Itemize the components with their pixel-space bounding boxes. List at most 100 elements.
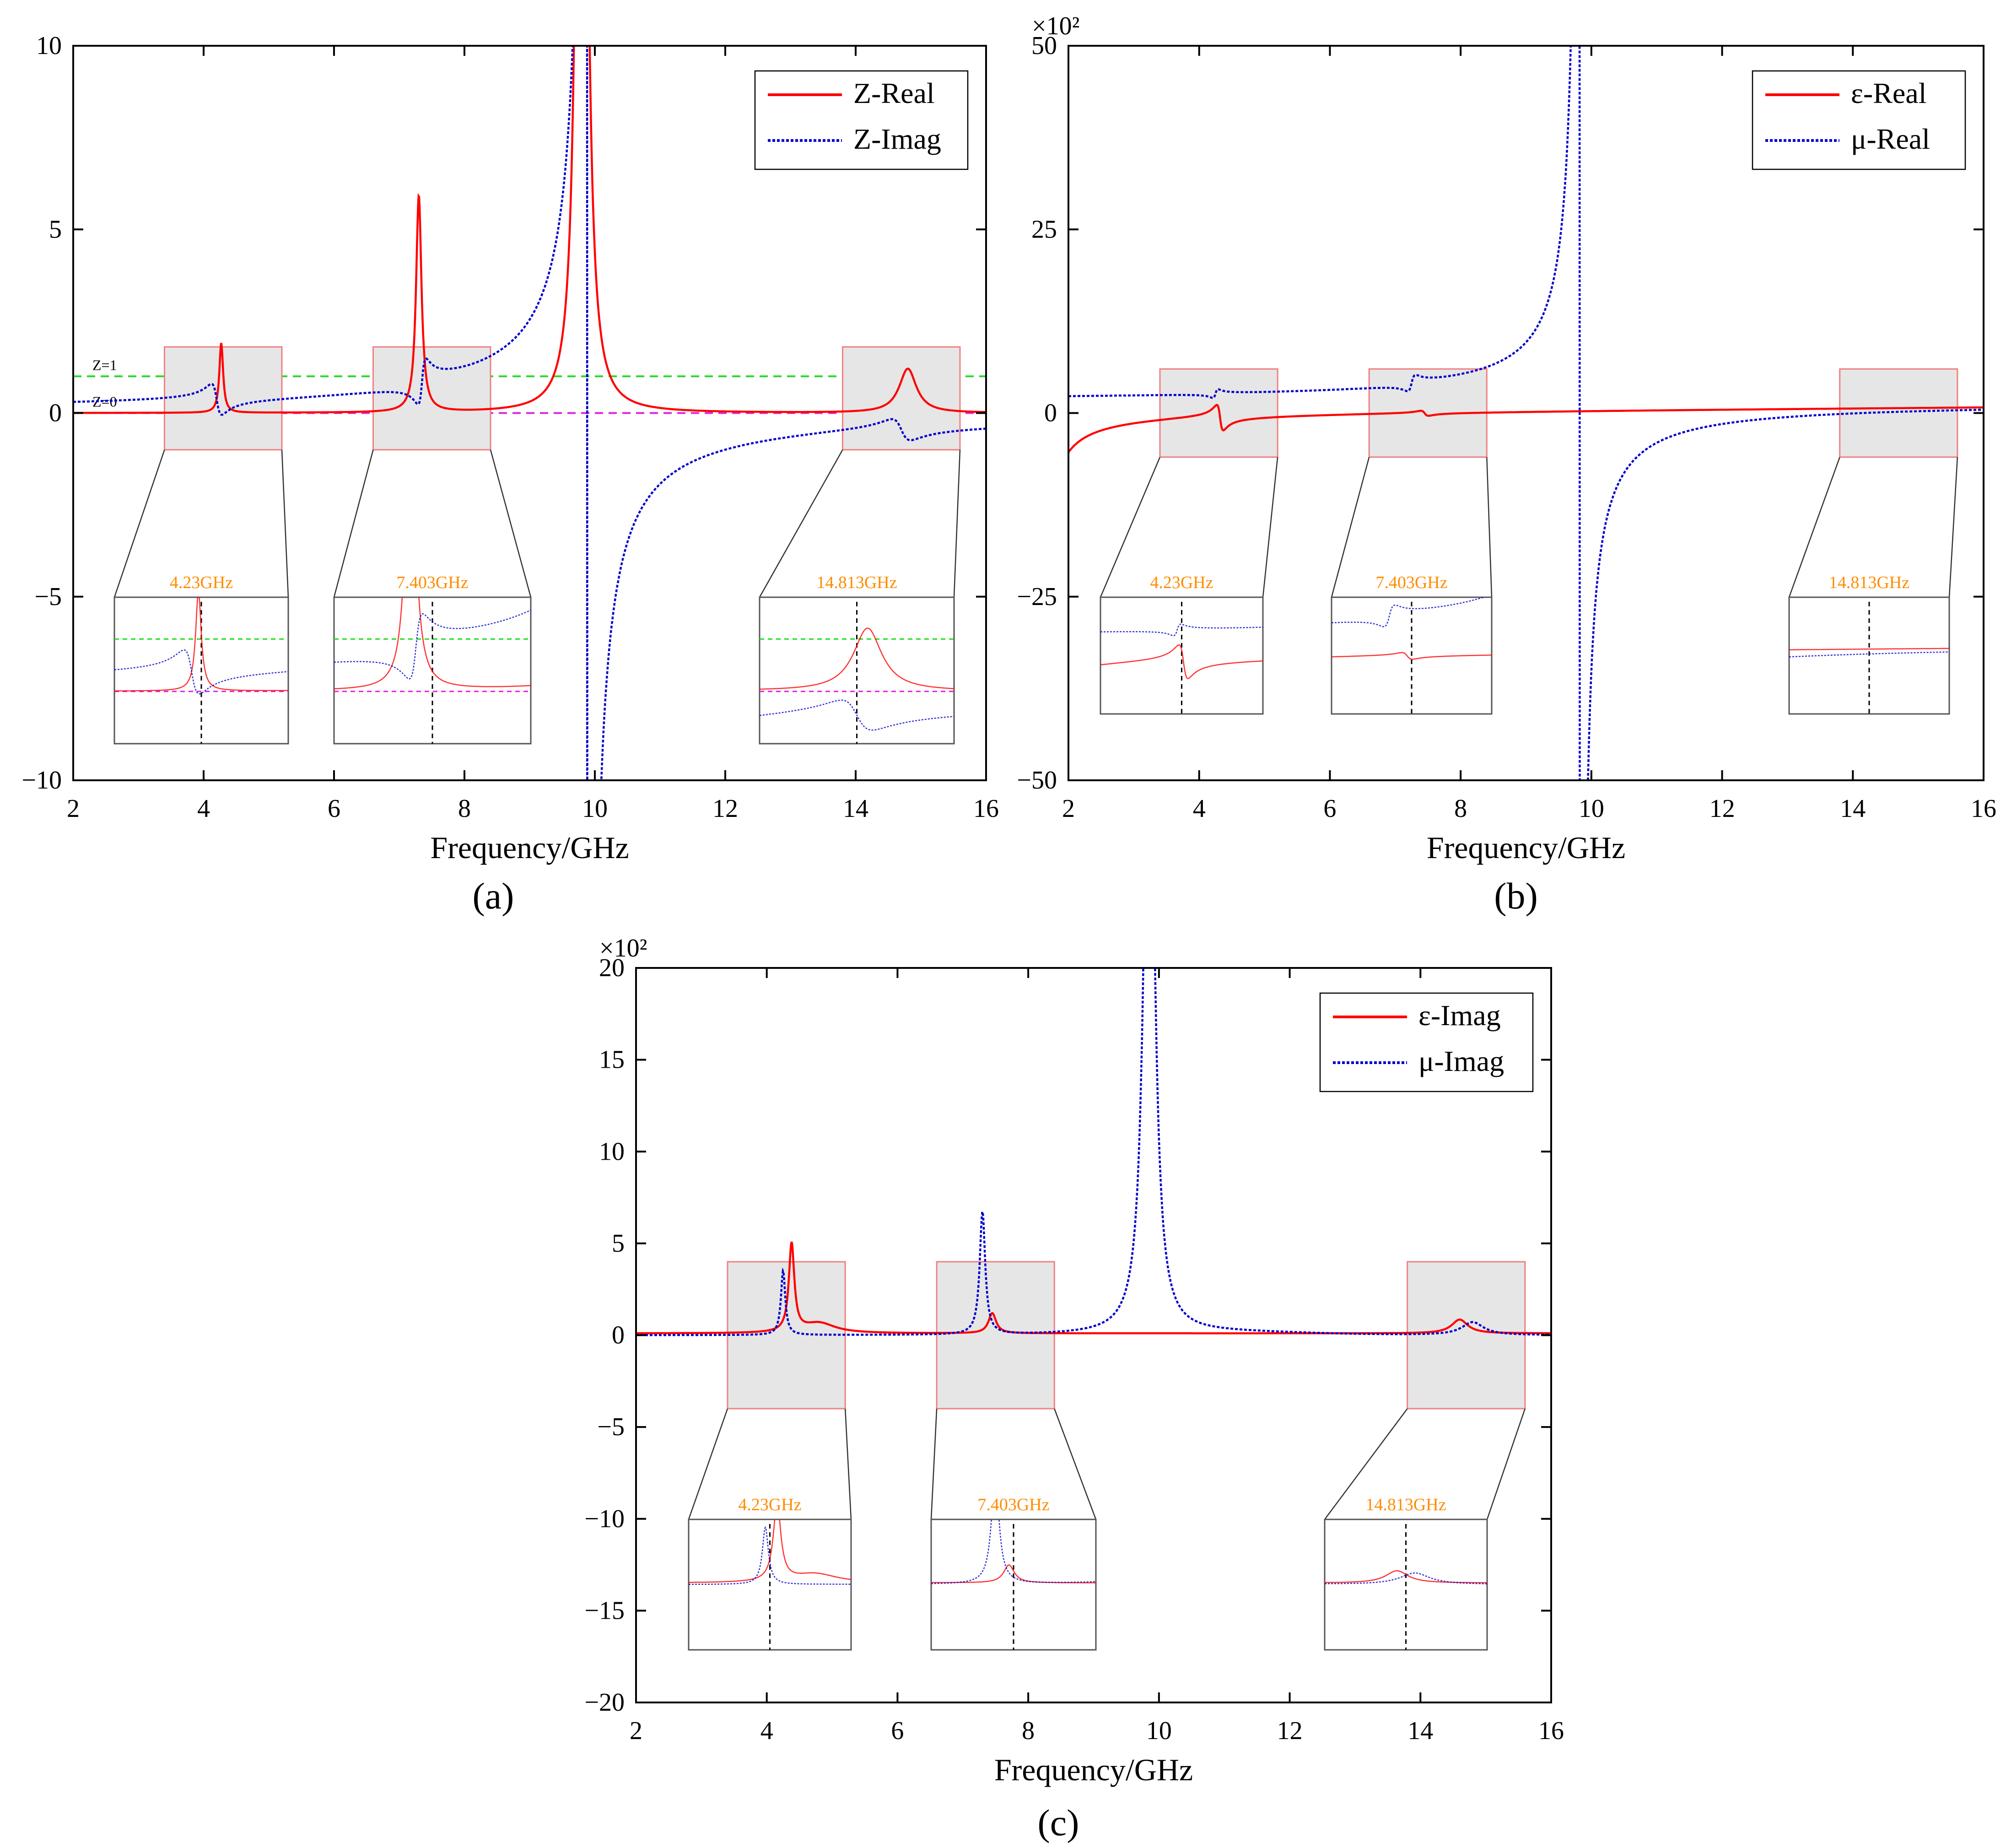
zoom-connector-line [759, 449, 843, 598]
x-tick-label: 6 [1323, 794, 1336, 823]
zoom-series-line [931, 1519, 1096, 1584]
legend-label: Z-Real [853, 77, 935, 109]
y-tick-label: −25 [1017, 583, 1057, 611]
x-tick-label: 14 [1407, 1717, 1433, 1745]
zoom-series-line [1100, 644, 1263, 679]
series-line-zimag-1 [73, 46, 986, 780]
zoom-connector-line [1486, 457, 1493, 598]
zoom-inset-series [689, 1519, 851, 1650]
y-tick-label: −50 [1017, 766, 1057, 794]
zoom-series-line [1789, 651, 1949, 658]
y-tick-label: −5 [34, 583, 62, 611]
x-tick-label: 12 [1709, 794, 1735, 823]
zoom-connector-line [1948, 457, 1958, 598]
panel-caption: (b) [1494, 875, 1538, 917]
zoom-series-line [760, 699, 954, 731]
y-tick-label: −10 [22, 766, 62, 794]
zoom-region-box [842, 346, 961, 451]
y-tick-label: 10 [36, 32, 62, 60]
y-tick-label: 5 [612, 1229, 625, 1258]
zoom-connector-line [281, 449, 289, 598]
zoom-series-line [114, 597, 288, 692]
x-tick-label: 10 [1146, 1717, 1172, 1745]
zoom-inset: 4.23GHz [688, 1495, 852, 1651]
zoom-frequency-label: 14.813GHz [816, 573, 897, 592]
x-tick-label: 2 [67, 794, 80, 823]
zoom-frequency-label: 7.403GHz [1375, 573, 1447, 592]
chart-panel-a: Z=1Z=02 4 6 8 10 12 14 161050−5−10Frequency/GHz… [22, 32, 999, 917]
zoom-inset-series [334, 597, 531, 744]
zoom-connector-line [953, 449, 961, 598]
zoom-series-line [1332, 652, 1492, 660]
zoom-series-line [334, 597, 531, 690]
zoom-frequency-label: 7.403GHz [977, 1495, 1049, 1514]
x-tick-label: 10 [1579, 794, 1604, 823]
x-tick-label: 8 [458, 794, 471, 823]
x-tick-label: 10 [582, 794, 608, 823]
legend-box [1752, 70, 1966, 170]
zoom-series-line [114, 649, 288, 695]
panel-caption: (a) [472, 875, 514, 917]
series-line-zreal-0 [73, 46, 986, 414]
legend-label: ε-Real [1851, 77, 1926, 109]
x-tick-label: 8 [1022, 1717, 1035, 1745]
zoom-inset-series [1100, 602, 1263, 714]
zoom-inset-series [760, 602, 954, 744]
zoom-connector-line [490, 449, 532, 598]
chart-panel-b: 2 4 6 8 10 12 14 16 50 25 0 −25 −50 ×10² Frequency/GHz… [1017, 12, 1996, 917]
y-axis-multiplier: ×10² [599, 934, 647, 962]
zoom-region-box [936, 1261, 1055, 1410]
x-tick-label: 12 [712, 794, 738, 823]
legend-box [754, 70, 969, 170]
x-tick-label: 4 [1193, 794, 1206, 823]
zoom-region-box [727, 1261, 846, 1410]
zoom-series-line [760, 627, 954, 690]
zoom-frequency-label: 4.23GHz [170, 573, 233, 592]
series-group [1068, 46, 1984, 780]
zoom-series-line [1325, 1572, 1487, 1584]
y-tick-label: 25 [1031, 215, 1057, 243]
x-axis-label: Frequency/GHz [1427, 830, 1625, 865]
zoom-inset-series [114, 597, 288, 744]
zoom-inset-series [1325, 1524, 1487, 1650]
zoom-inset-series [1332, 597, 1492, 714]
series-line-real-1 [1068, 46, 1984, 780]
zoom-connector-line [1788, 457, 1840, 598]
series-line-imag-1 [636, 968, 1551, 1336]
legend-label: μ-Imag [1418, 1045, 1504, 1077]
zoom-series-line [334, 610, 531, 680]
y-tick-label: 50 [1031, 32, 1057, 60]
zoom-inset-series [1789, 602, 1949, 714]
zoom-series-line [689, 1526, 851, 1585]
zoom-connector-line [1486, 1408, 1526, 1520]
zoom-inset: 14.813GHz [1324, 1495, 1488, 1651]
legend-label: μ-Real [1851, 123, 1930, 155]
zoom-connector-line [1054, 1408, 1097, 1520]
zoom-series-line [1789, 648, 1949, 651]
zoom-inset: 14.813GHz [1788, 573, 1950, 715]
zoom-connector-line [333, 449, 374, 598]
series-line-imag-0 [636, 1241, 1551, 1335]
zoom-series-line [1332, 597, 1486, 627]
zoom-connector-line [1100, 457, 1161, 598]
series-group [636, 968, 1551, 1336]
x-tick-label: 14 [843, 794, 868, 823]
x-tick-label: 6 [328, 794, 340, 823]
zoom-frequency-label: 14.813GHz [1365, 1495, 1446, 1514]
zoom-connector-line [1262, 457, 1278, 598]
zoom-frequency-label: 4.23GHz [738, 1495, 801, 1514]
x-tick-label: 4 [197, 794, 210, 823]
series-group [73, 46, 986, 780]
zoom-inset-series [931, 1519, 1096, 1650]
y-tick-label: 0 [612, 1321, 625, 1350]
y-tick-label: 20 [599, 954, 625, 982]
x-tick-label: 2 [1062, 794, 1075, 823]
x-axis-label: Frequency/GHz [994, 1752, 1193, 1787]
x-tick-label: 16 [973, 794, 999, 823]
zoom-connector-line [688, 1408, 728, 1520]
zoom-connector-line [844, 1408, 852, 1520]
series-line-real-0 [1068, 404, 1984, 453]
legend-label: ε-Imag [1418, 999, 1501, 1032]
zoom-inset: 4.23GHz [1100, 573, 1264, 715]
